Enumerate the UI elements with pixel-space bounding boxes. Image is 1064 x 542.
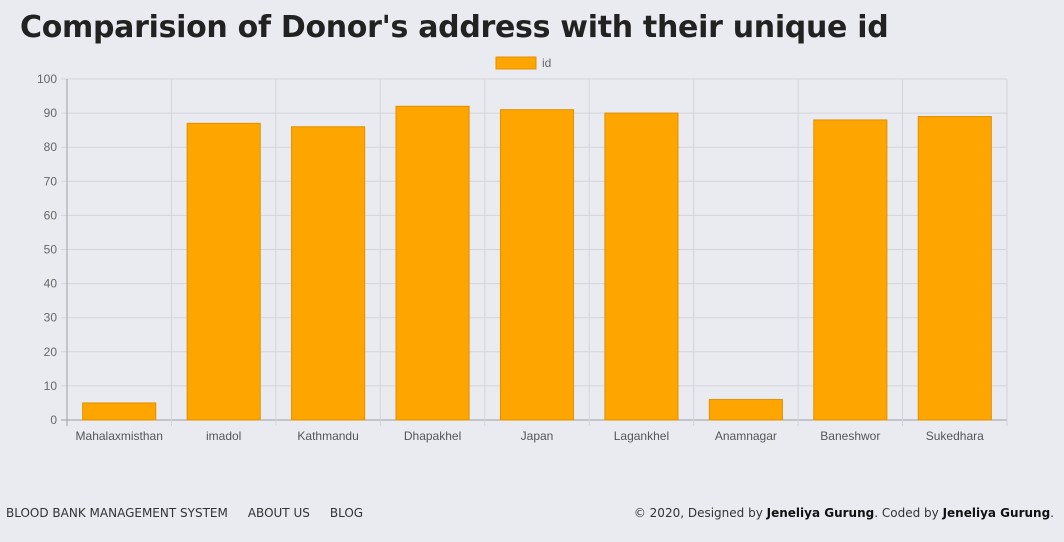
footer-link-home[interactable]: BLOOD BANK MANAGEMENT SYSTEM xyxy=(6,506,228,520)
copyright-prefix: © 2020, Designed by xyxy=(633,506,767,520)
y-tick-label: 90 xyxy=(44,106,58,120)
x-tick-label: Mahalaxmisthan xyxy=(76,429,163,443)
y-tick-label: 10 xyxy=(44,379,58,393)
footer-link-blog[interactable]: BLOG xyxy=(329,506,364,520)
bar xyxy=(604,112,679,421)
y-tick-label: 30 xyxy=(44,311,58,325)
x-tick-label: Japan xyxy=(521,429,554,443)
footer-credits: © 2020, Designed by Jeneliya Gurung. Cod… xyxy=(634,506,1054,520)
x-tick-label: Sukedhara xyxy=(926,429,984,443)
legend-swatch xyxy=(495,56,537,70)
bar xyxy=(395,105,470,421)
x-tick-label: imadol xyxy=(206,429,241,443)
y-tick-label: 50 xyxy=(44,243,58,257)
bar xyxy=(813,119,888,421)
y-tick-label: 70 xyxy=(44,174,58,188)
page-title: Comparision of Donor's address with thei… xyxy=(20,10,889,45)
footer-link-about[interactable]: ABOUT US xyxy=(247,506,310,520)
y-tick-label: 0 xyxy=(50,413,57,427)
x-tick-label: Anamnagar xyxy=(715,429,777,443)
coded-by-text: . Coded by xyxy=(874,506,943,520)
credits-suffix: . xyxy=(1050,506,1054,520)
bar xyxy=(917,116,992,421)
bar xyxy=(291,126,366,421)
x-tick-label: Baneshwor xyxy=(820,429,880,443)
y-tick-label: 60 xyxy=(44,208,58,222)
x-tick-label: Kathmandu xyxy=(297,429,358,443)
bar xyxy=(499,109,575,421)
designer-name: Jeneliya Gurung xyxy=(766,506,875,520)
legend-label: id xyxy=(542,56,551,70)
bar xyxy=(186,122,261,421)
x-tick-label: Dhapakhel xyxy=(404,429,461,443)
y-tick-label: 20 xyxy=(44,345,58,359)
bar xyxy=(708,399,783,421)
footer-nav: BLOOD BANK MANAGEMENT SYSTEM ABOUT US BL… xyxy=(6,506,363,520)
coder-name: Jeneliya Gurung xyxy=(942,506,1051,520)
x-tick-label: Lagankhel xyxy=(614,429,669,443)
y-tick-label: 80 xyxy=(44,140,58,154)
bar-chart: 0 10 20 30 40 50 60 70 80 90 100 Mahalaxmisthan imad… xyxy=(37,56,1008,443)
y-tick-label: 100 xyxy=(37,72,57,86)
bar xyxy=(82,402,157,421)
y-tick-label: 40 xyxy=(44,277,58,291)
